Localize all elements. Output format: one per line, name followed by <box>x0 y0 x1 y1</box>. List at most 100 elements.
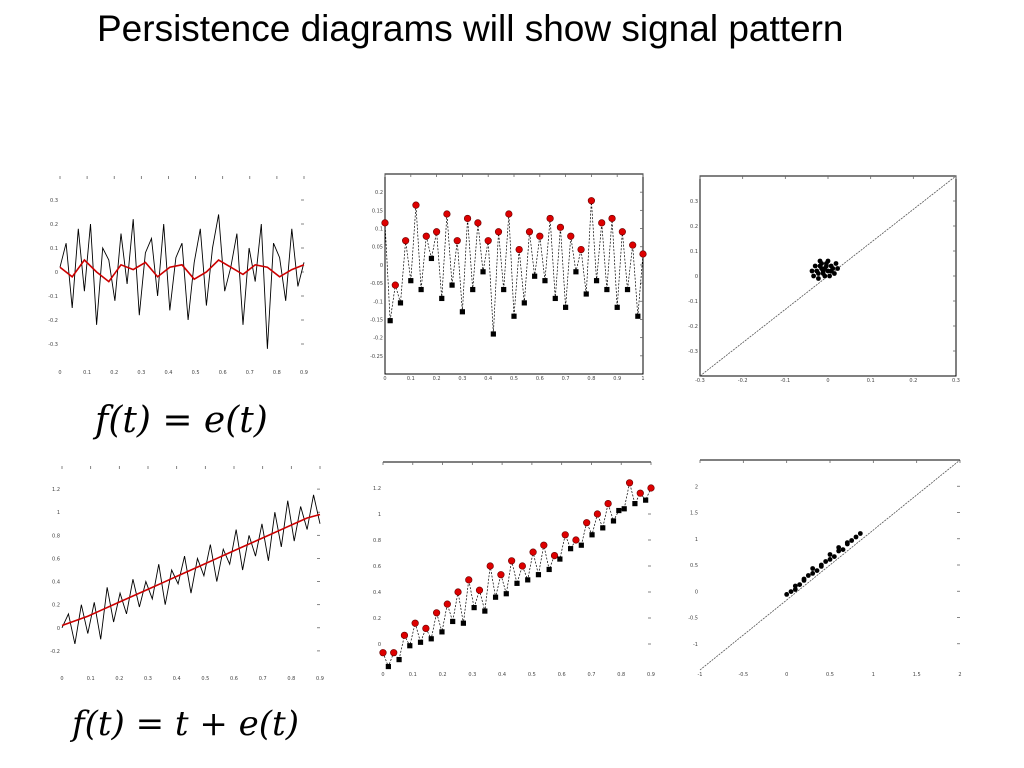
x-tick-label: -0.3 <box>695 378 705 384</box>
local-max-marker <box>540 541 548 549</box>
y-tick-label: 1 <box>57 510 60 516</box>
y-tick-label: 0.1 <box>375 227 383 233</box>
y-tick-label: -0.2 <box>373 336 383 342</box>
x-tick-label: 0.8 <box>287 676 295 682</box>
persistence-point <box>823 559 829 564</box>
y-tick-label: -0.15 <box>370 317 383 323</box>
y-tick-label: -0.3 <box>688 349 698 355</box>
local-min-marker <box>450 618 456 625</box>
local-max-marker <box>402 237 410 245</box>
local-min-marker <box>471 605 477 611</box>
signal-line <box>61 494 321 645</box>
local-min-marker <box>439 295 445 302</box>
persistence-point <box>797 582 803 587</box>
local-max-marker <box>525 228 534 236</box>
local-max-marker <box>381 219 389 227</box>
local-max-marker <box>465 576 473 584</box>
x-tick-label: 0 <box>383 376 386 380</box>
local-max-marker <box>486 562 494 570</box>
x-tick-label: 0.3 <box>952 378 960 384</box>
persistence-point <box>827 557 833 562</box>
local-max-marker <box>443 600 451 608</box>
persistence-point <box>831 554 837 559</box>
x-tick-label: 0.4 <box>164 370 172 374</box>
local-min-marker <box>589 532 595 538</box>
trend-extrema-plot: 0 0.1 0.2 0.3 0.4 0.5 0.6 0.7 0.8 0.9 0 0.2 0.4 0.6 0.… <box>373 461 655 678</box>
local-max-marker <box>400 631 409 639</box>
y-tick-label: -0.2 <box>688 324 698 330</box>
persistence-point <box>792 583 798 589</box>
local-max-marker <box>412 201 420 209</box>
y-tick-label: 0.4 <box>52 580 60 586</box>
local-min-marker <box>542 278 548 284</box>
persistence-point <box>812 263 818 269</box>
local-min-marker <box>521 300 527 306</box>
y-tick-label: 2 <box>695 484 698 490</box>
local-max-marker <box>422 232 430 240</box>
local-min-marker <box>385 663 391 670</box>
local-max-marker <box>608 214 616 223</box>
local-min-marker <box>525 577 531 583</box>
local-min-marker <box>616 507 622 514</box>
x-tick-label: -0.1 <box>780 378 790 384</box>
y-tick-label: -0.1 <box>48 294 58 300</box>
persistence-point <box>805 573 811 578</box>
local-min-marker <box>568 546 574 552</box>
local-min-marker <box>480 269 486 275</box>
x-tick-label: 0.7 <box>246 370 254 374</box>
local-max-marker <box>454 588 462 596</box>
persistence-point <box>814 568 820 573</box>
trend-signal-plot: 0 0.1 0.2 0.3 0.4 0.5 0.6 0.7 0.8 0.9 -0.2 0 0.2 0.4 0… <box>50 466 324 682</box>
y-tick-label: 0.1 <box>50 246 58 252</box>
y-tick-label: 0 <box>695 274 698 280</box>
local-min-marker <box>563 304 569 310</box>
y-tick-label: 0.2 <box>375 190 383 196</box>
local-max-marker <box>636 489 644 497</box>
x-tick-label: 0.3 <box>137 370 145 374</box>
extrema-connector <box>382 482 652 668</box>
y-tick-label: -0.1 <box>688 299 698 305</box>
x-tick-label: 0.1 <box>87 676 95 682</box>
x-tick-label: 0.5 <box>192 370 200 374</box>
y-tick-label: 0.2 <box>50 222 58 228</box>
local-min-marker <box>583 291 589 297</box>
x-tick-label: 0 <box>785 672 788 678</box>
persistence-point <box>836 548 842 554</box>
x-tick-label: 0.1 <box>409 672 417 678</box>
local-max-marker <box>518 562 526 570</box>
local-min-marker <box>614 304 620 310</box>
local-max-marker <box>583 519 591 527</box>
persistence-point <box>849 538 855 543</box>
local-min-marker <box>552 295 558 302</box>
local-min-marker <box>535 572 542 578</box>
local-min-marker <box>449 282 455 288</box>
local-min-marker <box>593 278 600 284</box>
slide-title: Persistence diagrams will show signal pa… <box>97 8 844 49</box>
y-tick-label: 0.2 <box>52 603 60 609</box>
local-min-marker <box>418 286 424 293</box>
local-min-marker <box>396 657 402 663</box>
persistence-point <box>833 261 839 266</box>
local-max-marker <box>567 232 575 240</box>
y-tick-label: 0.5 <box>690 563 698 569</box>
smoothed-line <box>61 513 321 627</box>
persistence-point <box>817 263 823 269</box>
noise-persistence-diagram: -0.3 -0.2 -0.1 0 0.1 0.2 0.3 -0.3 -0.2 -0.1 0 0.1 0.… <box>688 175 960 384</box>
x-tick-label: 0.5 <box>201 676 209 682</box>
local-min-marker <box>643 497 649 503</box>
local-max-marker <box>494 228 503 236</box>
persistence-point <box>801 578 807 583</box>
local-min-marker <box>635 313 641 319</box>
local-min-marker <box>490 331 496 337</box>
local-max-marker <box>593 510 601 518</box>
local-min-marker <box>546 566 552 573</box>
local-max-marker <box>474 219 482 227</box>
local-min-marker <box>610 518 617 524</box>
x-tick-label: 0.2 <box>433 376 441 380</box>
persistence-point <box>810 571 816 576</box>
local-max-marker <box>432 228 441 236</box>
local-min-marker <box>428 636 434 642</box>
x-tick-label: 0.7 <box>259 676 267 682</box>
local-max-marker <box>577 245 585 254</box>
persistence-point <box>835 266 840 271</box>
